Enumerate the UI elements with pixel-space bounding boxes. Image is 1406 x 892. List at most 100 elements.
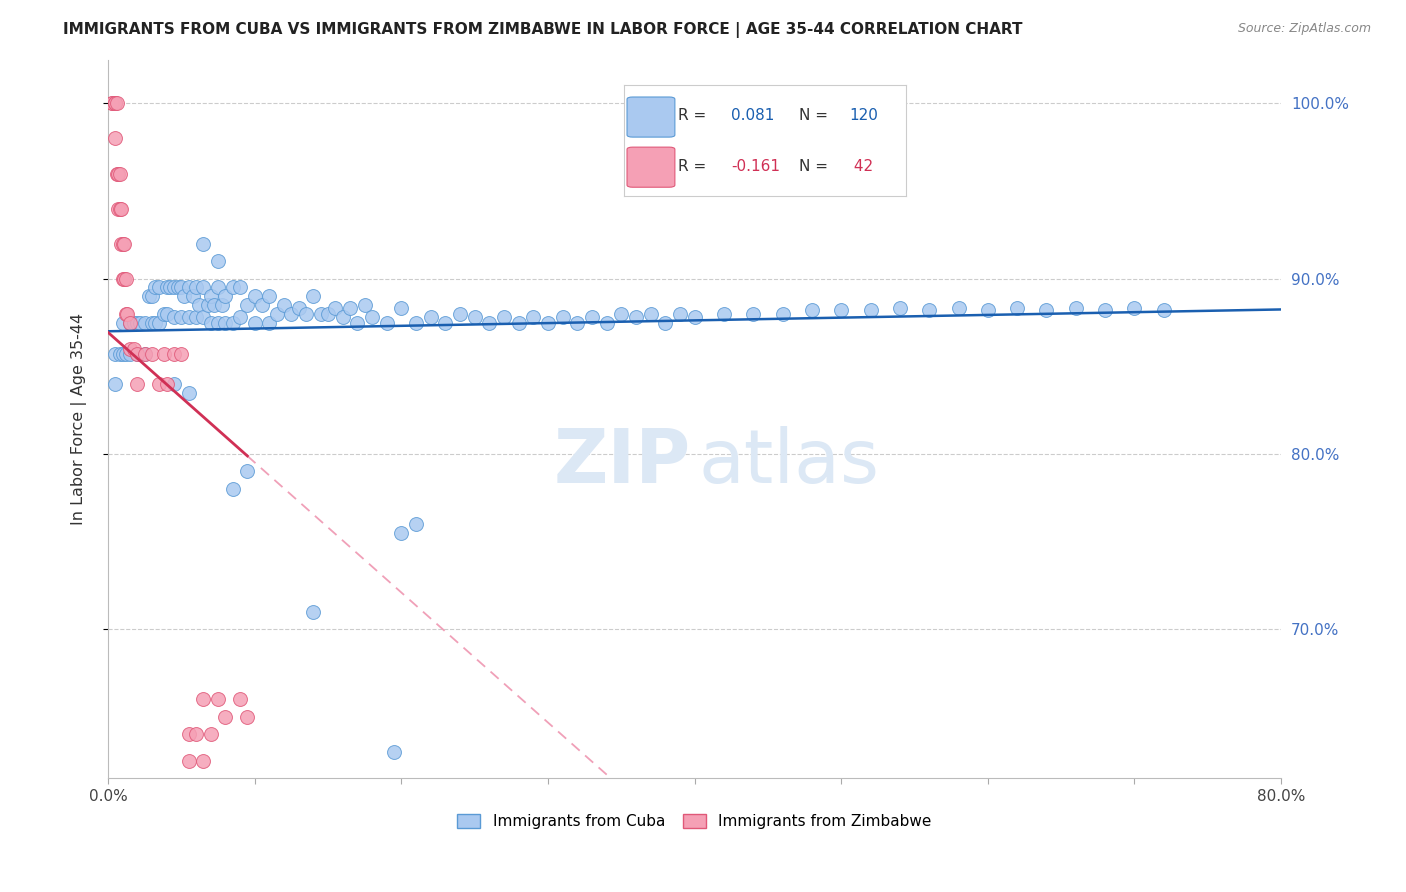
Point bbox=[110, 202, 132, 216]
Point bbox=[266, 307, 288, 321]
Point bbox=[713, 307, 735, 321]
Point bbox=[610, 307, 633, 321]
Point bbox=[101, 96, 124, 111]
Point bbox=[214, 289, 236, 303]
Y-axis label: In Labor Force | Age 35-44: In Labor Force | Age 35-44 bbox=[72, 313, 87, 525]
Point bbox=[129, 316, 152, 330]
Point bbox=[111, 236, 134, 251]
Point bbox=[112, 236, 135, 251]
Point bbox=[114, 347, 136, 361]
Point bbox=[114, 307, 136, 321]
Point bbox=[1064, 301, 1087, 316]
Point bbox=[181, 289, 204, 303]
Point bbox=[243, 316, 266, 330]
Point bbox=[889, 301, 911, 316]
Point bbox=[120, 316, 142, 330]
Point bbox=[207, 254, 229, 268]
Point bbox=[243, 289, 266, 303]
Point bbox=[143, 280, 166, 294]
Point bbox=[193, 310, 215, 325]
Point bbox=[107, 202, 129, 216]
Point bbox=[108, 167, 131, 181]
Point bbox=[111, 271, 134, 285]
Point bbox=[236, 710, 259, 724]
Point bbox=[419, 310, 441, 325]
Point bbox=[200, 289, 222, 303]
Point bbox=[152, 307, 174, 321]
Point bbox=[127, 316, 149, 330]
Point bbox=[193, 236, 215, 251]
Point bbox=[141, 289, 163, 303]
Point bbox=[134, 347, 156, 361]
Point bbox=[163, 310, 186, 325]
Point bbox=[309, 307, 332, 321]
Point bbox=[148, 376, 170, 391]
Point bbox=[742, 307, 765, 321]
Point bbox=[127, 347, 149, 361]
Point bbox=[250, 298, 273, 312]
Point bbox=[111, 347, 134, 361]
Point bbox=[184, 280, 207, 294]
Point bbox=[859, 303, 882, 318]
Point bbox=[405, 316, 427, 330]
Point bbox=[148, 316, 170, 330]
Point bbox=[389, 525, 412, 540]
Point bbox=[108, 347, 131, 361]
Point bbox=[141, 316, 163, 330]
Point bbox=[683, 310, 706, 325]
Point bbox=[193, 280, 215, 294]
Point bbox=[127, 376, 149, 391]
Point bbox=[259, 316, 281, 330]
Point bbox=[211, 298, 233, 312]
Point bbox=[152, 347, 174, 361]
Point bbox=[1094, 303, 1116, 318]
Point bbox=[134, 316, 156, 330]
Point bbox=[207, 316, 229, 330]
Point bbox=[114, 271, 136, 285]
Point bbox=[120, 342, 142, 356]
Point bbox=[346, 316, 368, 330]
Point bbox=[229, 310, 252, 325]
Point bbox=[669, 307, 692, 321]
Point bbox=[148, 280, 170, 294]
Point bbox=[389, 301, 412, 316]
Point bbox=[464, 310, 486, 325]
Point bbox=[115, 307, 138, 321]
Point bbox=[977, 303, 1000, 318]
Point bbox=[193, 754, 215, 768]
Point bbox=[177, 280, 200, 294]
Point bbox=[259, 289, 281, 303]
Point bbox=[177, 385, 200, 400]
Point bbox=[302, 289, 325, 303]
Text: ZIP: ZIP bbox=[554, 425, 692, 499]
Point bbox=[1153, 303, 1175, 318]
Point bbox=[124, 342, 146, 356]
Point bbox=[184, 727, 207, 741]
Point bbox=[188, 298, 211, 312]
Point bbox=[167, 280, 190, 294]
Point bbox=[382, 745, 405, 759]
Point bbox=[104, 131, 127, 145]
Point bbox=[222, 280, 245, 294]
Point bbox=[197, 298, 219, 312]
Point bbox=[449, 307, 471, 321]
Point bbox=[222, 316, 245, 330]
Point bbox=[105, 167, 128, 181]
Point bbox=[581, 310, 603, 325]
Point bbox=[202, 298, 225, 312]
Point bbox=[177, 754, 200, 768]
Point bbox=[104, 96, 127, 111]
Point bbox=[170, 280, 193, 294]
Point bbox=[163, 280, 186, 294]
Point bbox=[229, 692, 252, 706]
Point bbox=[295, 307, 318, 321]
Point bbox=[138, 289, 160, 303]
Point bbox=[170, 347, 193, 361]
Point bbox=[110, 236, 132, 251]
Point bbox=[124, 316, 146, 330]
Point bbox=[104, 376, 127, 391]
Point bbox=[207, 280, 229, 294]
Point bbox=[1005, 301, 1028, 316]
Point bbox=[567, 316, 589, 330]
Point bbox=[1123, 301, 1146, 316]
